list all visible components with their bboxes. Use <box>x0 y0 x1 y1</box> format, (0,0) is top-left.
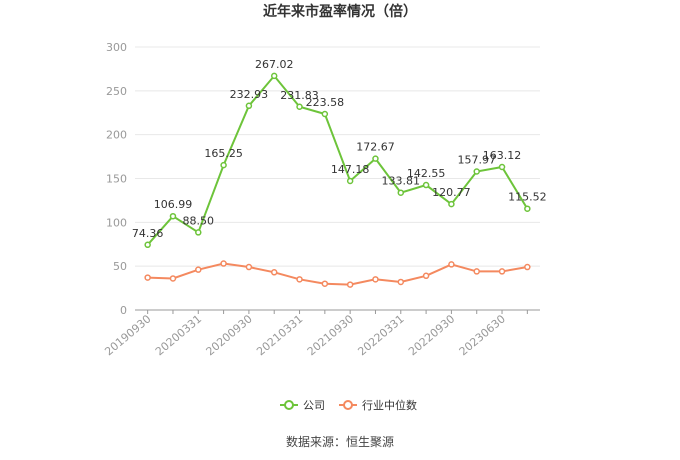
data-label: 267.02 <box>255 58 294 71</box>
data-label: 74.36 <box>132 227 164 240</box>
series-line <box>146 74 529 246</box>
data-label: 157.97 <box>457 154 496 167</box>
data-point <box>296 103 303 111</box>
legend-label: 行业中位数 <box>362 398 417 412</box>
data-point <box>321 280 329 287</box>
x-tick-label: 20230630 <box>457 312 508 358</box>
legend-label: 公司 <box>303 399 325 412</box>
data-label: 133.81 <box>382 175 421 188</box>
data-point <box>169 275 177 282</box>
y-tick-label: 300 <box>106 41 127 54</box>
data-point <box>422 272 430 280</box>
data-point <box>245 263 253 271</box>
data-label: 223.58 <box>306 96 345 109</box>
data-point <box>397 189 405 196</box>
data-point <box>372 155 379 162</box>
y-tick-label: 250 <box>106 85 127 98</box>
data-point <box>498 268 506 275</box>
data-point <box>245 102 253 110</box>
data-point <box>220 260 227 267</box>
chart-title: 近年来市盈率情况（倍） <box>263 3 417 20</box>
data-point <box>270 72 278 80</box>
data-point <box>372 276 379 283</box>
data-point <box>524 205 531 212</box>
data-point <box>473 168 480 175</box>
y-tick-label: 50 <box>113 260 127 273</box>
data-label: 88.50 <box>183 214 215 227</box>
data-point <box>144 274 151 281</box>
data-label: 147.18 <box>331 163 370 176</box>
data-point <box>321 110 329 118</box>
data-point <box>448 200 455 208</box>
data-point <box>448 261 455 268</box>
data-point <box>346 281 354 288</box>
data-label: 120.77 <box>432 186 471 199</box>
x-tick-label: 20220331 <box>355 312 406 358</box>
data-label: 115.52 <box>508 191 547 204</box>
x-tick-label: 20210930 <box>305 312 356 358</box>
data-point <box>296 276 303 283</box>
y-tick-label: 0 <box>120 304 127 317</box>
source-note: 数据来源：恒生聚源 <box>286 434 394 449</box>
x-tick-label: 20200930 <box>204 312 255 358</box>
legend-marker <box>284 400 294 410</box>
data-label: 172.67 <box>356 141 395 154</box>
y-tick-label: 200 <box>106 129 127 142</box>
legend-marker <box>343 400 353 410</box>
data-point <box>270 269 278 276</box>
data-point <box>220 161 227 169</box>
x-tick-label: 20190930 <box>102 312 153 358</box>
data-label: 106.99 <box>154 198 193 211</box>
data-label: 165.25 <box>204 147 243 160</box>
data-label: 142.55 <box>407 167 446 180</box>
data-point <box>473 268 480 275</box>
x-tick-label: 20200331 <box>153 312 204 358</box>
data-point <box>169 212 177 220</box>
data-label: 163.12 <box>483 149 522 162</box>
x-tick-label: 20220930 <box>406 312 457 358</box>
data-point <box>397 278 405 286</box>
data-point <box>524 263 531 271</box>
data-point <box>195 229 202 236</box>
data-label: 231.83 <box>280 89 319 102</box>
series-line <box>147 262 528 286</box>
data-point <box>422 181 430 189</box>
data-point <box>195 266 202 273</box>
y-tick-label: 100 <box>106 216 127 229</box>
y-tick-label: 150 <box>106 173 127 186</box>
x-tick-label: 20210331 <box>254 312 305 358</box>
data-point <box>144 241 151 249</box>
data-point <box>346 177 354 185</box>
data-point <box>498 163 506 171</box>
data-label: 232.93 <box>230 88 269 101</box>
